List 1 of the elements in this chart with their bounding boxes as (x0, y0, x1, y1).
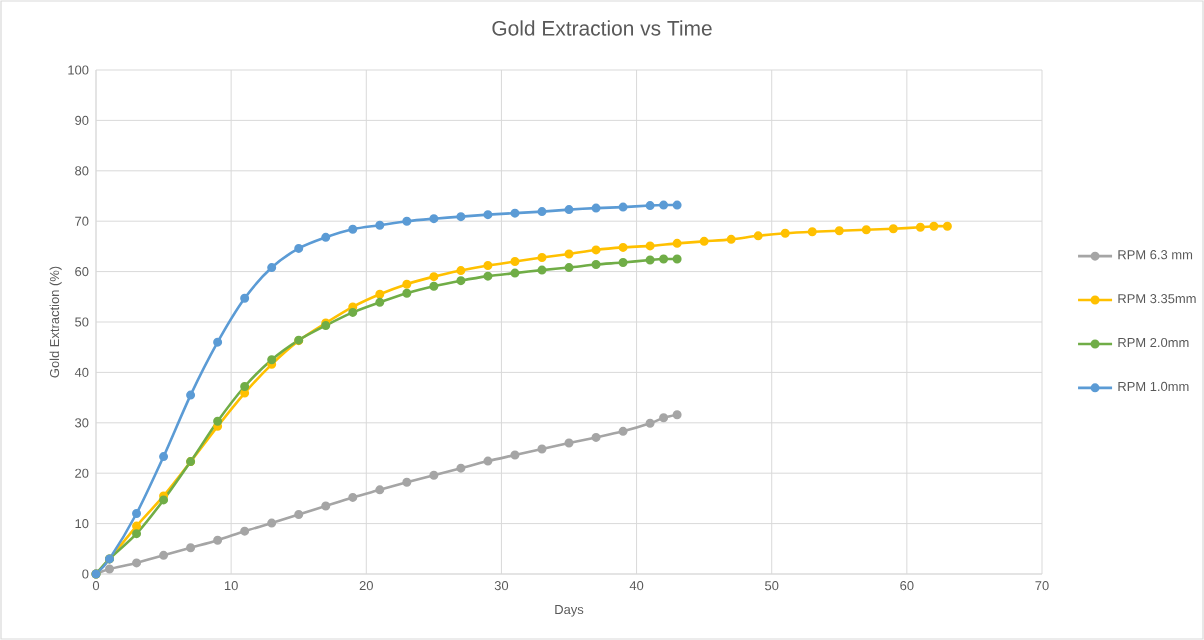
chart-title: Gold Extraction vs Time (492, 20, 712, 36)
